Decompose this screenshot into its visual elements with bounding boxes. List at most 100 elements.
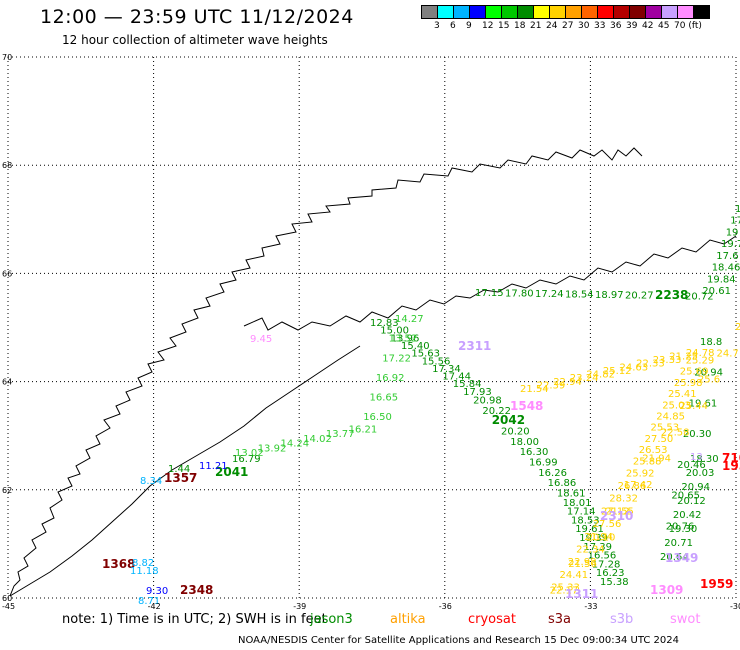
scale-label: 6: [450, 21, 456, 31]
wave-height-label: 22.17: [550, 585, 579, 596]
wave-height-label: 13.02: [235, 448, 264, 459]
wave-height-label: 1958: [722, 459, 740, 473]
scale-label: 36: [610, 21, 622, 31]
wave-height-label: 17.15: [475, 288, 504, 299]
wave-height-label: 2310: [600, 509, 633, 523]
wave-height-label: 1309: [650, 583, 683, 597]
wave-height-label: 20.12: [677, 496, 706, 507]
scale-label: 18: [514, 21, 526, 31]
wave-height-label: 18.46: [712, 263, 740, 274]
wave-height-label: 20.64: [660, 552, 689, 563]
wave-height-label: 25.88: [633, 456, 662, 467]
wave-height-label: 19.61: [575, 524, 604, 535]
latitude-labels: 70 68 66 64 62 60: [2, 53, 12, 603]
satellite-legend-item: altika: [390, 612, 426, 627]
wave-height-label: 22.58: [661, 427, 690, 438]
wave-height-label: 24.63: [620, 362, 649, 373]
lon-label: -30: [730, 602, 740, 611]
wave-height-label: 13: [690, 452, 703, 463]
wave-height-label: 2041: [215, 465, 248, 479]
wave-height-label: 17: [730, 216, 740, 227]
map-subtitle: 12 hour collection of altimeter wave hei…: [62, 33, 328, 47]
wave-height-label: 1548: [510, 399, 543, 413]
credit-line: NOAA/NESDIS Center for Satellite Applica…: [238, 635, 680, 646]
wave-height-label: 23.24: [570, 373, 599, 384]
wave-height-label: 25.12: [603, 366, 632, 377]
wave-height-label: 19: [726, 228, 739, 239]
wave-height-label: 2348: [180, 583, 213, 597]
scale-label: 45: [658, 21, 670, 31]
wave-height-label: 17.93: [463, 387, 492, 398]
lat-label: 68: [2, 161, 12, 170]
wave-height-label: 15.00: [380, 326, 409, 337]
lat-label: 60: [2, 594, 12, 603]
wave-height-label: 20.76: [666, 521, 695, 532]
wave-height-label: 18.00: [510, 437, 539, 448]
scale-label: 12: [482, 21, 494, 31]
wave-height-label: 20.98: [473, 395, 502, 406]
wave-height-label: 1959: [700, 577, 733, 591]
wave-height-label: 22.98: [568, 557, 597, 568]
wave-height-label: 21.25: [669, 352, 698, 363]
scale-swatch: [693, 5, 710, 19]
wave-height-label: 15.84: [453, 379, 482, 390]
wave-height-label: 18.8: [700, 337, 722, 348]
lon-label: -39: [293, 602, 306, 611]
scale-label: 24: [546, 21, 558, 31]
wave-height-label: 13.92: [258, 443, 287, 454]
lon-label: -42: [148, 602, 161, 611]
wave-height-label: 25.53: [651, 423, 680, 434]
wave-height-label: 22.33: [636, 359, 665, 370]
wave-height-label: 16.21: [349, 424, 378, 435]
wave-height-label: 26.53: [639, 445, 668, 456]
wave-height-label: 8.34: [140, 476, 162, 487]
wave-height-label: 20.65: [671, 491, 700, 502]
scale-label: 9: [466, 21, 472, 31]
wave-height-label: 21.94: [642, 454, 671, 465]
satellite-legend-item: cryosat: [468, 612, 516, 627]
wave-height-label: 22.94: [553, 377, 582, 388]
wave-height-label: 19.30: [669, 524, 698, 535]
footer-note: note: 1) Time is in UTC; 2) SWH is in fe…: [62, 612, 327, 627]
wave-height-label: 24.7: [717, 348, 739, 359]
wave-height-label: 1.44: [168, 464, 190, 475]
wave-height-label: 25.69: [680, 367, 709, 378]
wave-height-label: 17.80: [505, 289, 534, 300]
satellite-legend-item: s3b: [610, 612, 634, 627]
wave-height-label: 17.22: [382, 353, 411, 364]
wave-height-label: 19.61: [689, 398, 718, 409]
wave-height-label: 25.98: [674, 378, 703, 389]
wave-height-label: 24.41: [560, 570, 589, 581]
wave-height-label: 11.21: [199, 461, 228, 472]
scale-label: 30: [578, 21, 590, 31]
wave-height-label: 25.90: [735, 322, 740, 333]
wave-height-label: 8.82: [132, 558, 154, 569]
wave-height-label: 20.30: [683, 429, 712, 440]
lat-label: 64: [2, 378, 12, 387]
color-scale-bar: [421, 5, 710, 19]
wave-height-label: 16.26: [538, 468, 567, 479]
wave-height-label: 16.86: [548, 478, 577, 489]
wave-height-label: 17.28: [592, 559, 621, 570]
wave-height-label: 20.03: [686, 468, 715, 479]
wave-height-label: 17.39: [583, 542, 612, 553]
wave-height-label: 13.52: [389, 334, 418, 345]
wave-height-label: 18.61: [557, 489, 586, 500]
wave-height-label: 25.6: [698, 375, 720, 386]
map-title: 12:00 — 23:59 UTC 11/12/2024: [40, 6, 354, 28]
lon-label: -45: [2, 602, 15, 611]
wave-height-label: 23.33: [653, 355, 682, 366]
wave-height-label: 2311: [458, 339, 491, 353]
coastline-main: [9, 147, 643, 597]
wave-height-label: 9.30: [146, 586, 168, 597]
wave-height-label: 15.63: [411, 349, 440, 360]
wave-height-label: 14.02: [303, 434, 332, 445]
wave-height-label: 26.86: [618, 481, 647, 492]
wave-height-label: 17.6: [716, 251, 738, 262]
wave-height-label: 17.44: [442, 372, 471, 383]
scale-label: 42: [642, 21, 654, 31]
wave-height-label: 11.18: [130, 566, 159, 577]
wave-height-label: 27.50: [645, 434, 674, 445]
wave-height-label: 2042: [492, 413, 525, 427]
